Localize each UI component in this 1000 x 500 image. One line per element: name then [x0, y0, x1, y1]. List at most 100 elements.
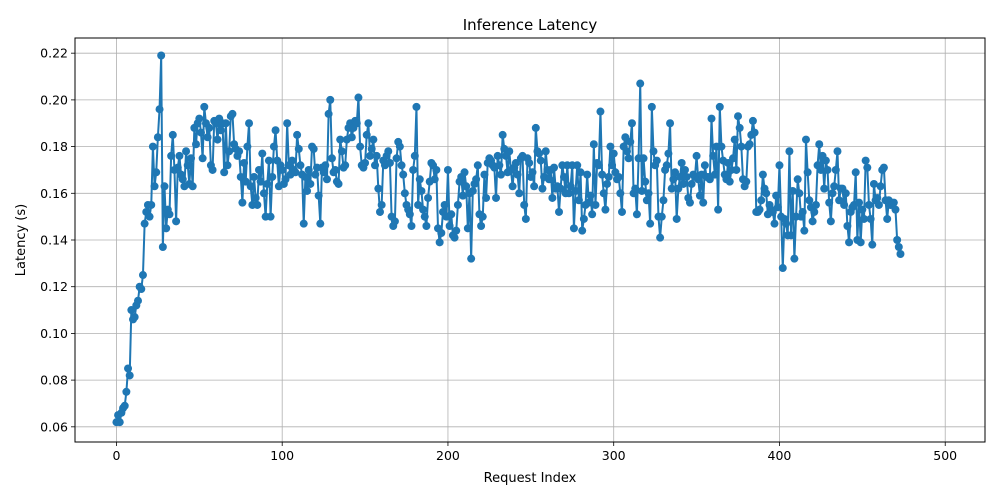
data-point — [417, 186, 426, 195]
data-point — [334, 179, 343, 188]
data-point — [631, 184, 640, 193]
data-point — [707, 114, 716, 123]
data-point — [883, 214, 892, 223]
data-point — [367, 144, 376, 153]
data-point — [326, 95, 335, 104]
y-tick-label: 0.22 — [40, 46, 68, 61]
data-point — [662, 161, 671, 170]
data-point — [745, 140, 754, 149]
data-point — [513, 170, 522, 179]
data-point — [306, 179, 315, 188]
data-point — [319, 168, 328, 177]
data-point — [120, 401, 129, 410]
data-point — [424, 193, 433, 202]
data-point — [868, 240, 877, 249]
data-point — [245, 119, 254, 128]
data-point — [420, 212, 429, 221]
data-point — [644, 189, 653, 198]
data-point — [627, 119, 636, 128]
data-point — [679, 179, 688, 188]
data-point — [536, 156, 545, 165]
data-point — [894, 243, 903, 252]
data-point — [361, 158, 370, 167]
data-point — [130, 313, 139, 322]
data-point — [278, 165, 287, 174]
data-point — [410, 151, 419, 160]
data-point — [196, 128, 205, 137]
data-point — [412, 102, 421, 111]
data-point — [460, 168, 469, 177]
data-point — [422, 221, 431, 230]
data-point — [858, 205, 867, 214]
data-point — [505, 147, 514, 156]
data-point — [757, 196, 766, 205]
data-point — [646, 219, 655, 228]
data-point — [371, 161, 380, 170]
data-point — [586, 191, 595, 200]
data-point — [879, 163, 888, 172]
data-point — [770, 219, 779, 228]
data-point — [785, 147, 794, 156]
data-point — [808, 217, 817, 226]
data-point — [626, 137, 635, 146]
data-point — [624, 154, 633, 163]
data-point — [579, 214, 588, 223]
data-point — [843, 221, 852, 230]
data-point — [366, 151, 375, 160]
data-point — [632, 210, 641, 219]
data-point — [647, 102, 656, 111]
data-point — [589, 140, 598, 149]
data-point — [616, 189, 625, 198]
data-point — [732, 165, 741, 174]
data-point — [316, 219, 325, 228]
data-point — [155, 105, 164, 114]
data-point — [266, 212, 275, 221]
data-point — [649, 147, 658, 156]
data-point — [256, 177, 265, 186]
data-point — [498, 130, 507, 139]
data-point — [559, 172, 568, 181]
data-point — [891, 205, 900, 214]
data-point — [150, 182, 159, 191]
data-point — [369, 135, 378, 144]
data-point — [452, 226, 461, 235]
data-point — [122, 387, 131, 396]
data-point — [269, 142, 278, 151]
data-point — [147, 200, 156, 209]
data-point — [309, 144, 318, 153]
data-point — [840, 200, 849, 209]
data-point — [641, 177, 650, 186]
data-point — [574, 196, 583, 205]
data-point — [876, 182, 885, 191]
data-point — [576, 168, 585, 177]
data-point — [811, 200, 820, 209]
data-point — [294, 144, 303, 153]
data-point — [803, 168, 812, 177]
data-point — [856, 238, 865, 247]
data-point — [730, 135, 739, 144]
data-point — [782, 219, 791, 228]
data-point — [820, 184, 829, 193]
data-point — [324, 109, 333, 118]
data-point — [637, 186, 646, 195]
data-point — [676, 172, 685, 181]
data-point — [377, 200, 386, 209]
data-point — [152, 168, 161, 177]
data-point — [356, 142, 365, 151]
data-point — [710, 170, 719, 179]
data-point — [203, 133, 212, 142]
y-tick-label: 0.14 — [40, 233, 68, 248]
data-point — [473, 161, 482, 170]
data-point — [495, 161, 504, 170]
data-point — [816, 165, 825, 174]
data-point — [538, 184, 547, 193]
data-point — [535, 149, 544, 158]
data-point — [652, 156, 661, 165]
data-point — [188, 182, 197, 191]
data-point — [772, 191, 781, 200]
data-point — [137, 285, 146, 294]
data-point — [548, 193, 557, 202]
y-tick-label: 0.08 — [40, 373, 68, 388]
data-point — [734, 112, 743, 121]
